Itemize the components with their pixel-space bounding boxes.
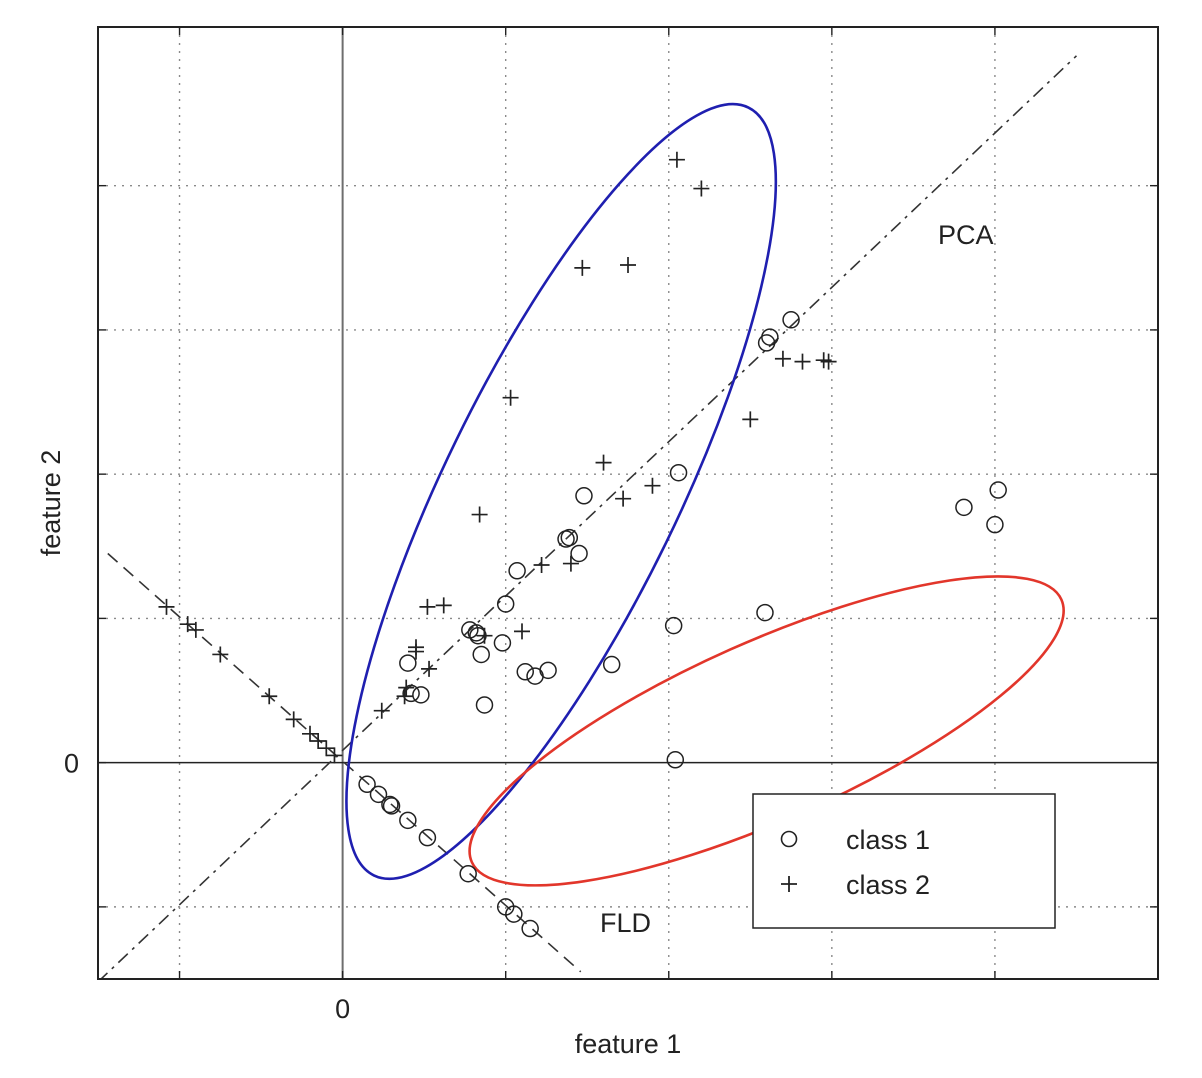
- class-2-point: [396, 688, 413, 705]
- class-2-point: [302, 725, 318, 742]
- class-2-ellipse: [345, 102, 778, 881]
- class-1-point: [472, 645, 490, 664]
- class-2-point: [179, 616, 196, 633]
- class-2-point: [471, 506, 488, 523]
- class-2-point: [421, 660, 438, 677]
- class-1-point: [412, 686, 430, 704]
- class-1-point: [521, 919, 539, 938]
- class-2-point: [419, 598, 436, 615]
- class-1-point: [399, 811, 417, 830]
- class-1-point: [516, 663, 535, 681]
- class-2-point: [574, 259, 591, 276]
- class-1-point: [399, 654, 417, 672]
- class-1-point: [782, 311, 800, 329]
- class-1-point: [496, 595, 515, 613]
- class-1-point: [756, 603, 774, 622]
- class-2-point: [310, 733, 327, 749]
- class-2-point: [620, 257, 636, 273]
- class-2-point: [187, 621, 204, 638]
- fld-label: FLD: [600, 908, 651, 938]
- class-2-point: [285, 711, 302, 728]
- class-2-point: [774, 350, 791, 367]
- class-2-point: [562, 555, 579, 572]
- class-1-point: [575, 487, 593, 505]
- pca-label: PCA: [938, 220, 994, 250]
- x-axis-title: feature 1: [575, 1029, 682, 1059]
- class-1-point: [955, 498, 973, 517]
- class-2-point: [742, 411, 759, 428]
- class-1-point: [666, 751, 685, 769]
- class-1-point: [402, 684, 420, 703]
- class-1-point: [493, 634, 512, 652]
- data-points: [158, 151, 1007, 938]
- class-2-point: [158, 598, 175, 615]
- class-1-point: [369, 785, 388, 804]
- class-2-point: [318, 740, 335, 757]
- class-1-point: [664, 616, 683, 635]
- class-1-point: [570, 544, 588, 563]
- class-1-point: [358, 775, 376, 794]
- tick-labels: 00: [64, 27, 1158, 1024]
- legend-marker-class-1: [780, 830, 798, 848]
- class-2-point: [595, 454, 612, 471]
- class-2-point: [615, 490, 632, 507]
- class-1-point: [986, 515, 1004, 534]
- y-axis-title: feature 2: [36, 450, 66, 557]
- class-2-point: [502, 389, 519, 406]
- legend-box: [752, 793, 1056, 929]
- class-2-point: [668, 151, 685, 168]
- legend-label-class-1: class 1: [846, 825, 930, 855]
- legend-marker-class-2: [781, 876, 797, 892]
- plot-frame: [97, 26, 1159, 980]
- class-1-point: [382, 797, 401, 815]
- class-1-point: [669, 463, 688, 482]
- class-2-point: [261, 688, 278, 705]
- class-1-point: [539, 661, 557, 680]
- class-2-point: [533, 557, 550, 574]
- class-2-point: [435, 597, 452, 614]
- class-2-point: [693, 180, 710, 197]
- fld-projection-line: [107, 552, 582, 973]
- x-tick-label: 0: [335, 994, 350, 1024]
- class-1-point: [989, 481, 1007, 499]
- class-1-point: [381, 795, 399, 814]
- class-1-point: [418, 828, 437, 847]
- reference-lines: [99, 55, 1078, 979]
- class-2-point: [373, 702, 390, 719]
- class-2-point: [820, 353, 837, 370]
- class-2-point: [794, 353, 811, 370]
- class-2-point: [326, 747, 343, 764]
- class-1-point: [505, 905, 523, 923]
- class-1-point: [508, 562, 526, 580]
- class-2-point: [408, 639, 424, 656]
- class-2-point: [644, 477, 661, 494]
- class-2-point: [514, 623, 530, 640]
- class-2-point: [476, 627, 493, 644]
- class-1-point: [761, 328, 779, 346]
- class-1-point: [475, 696, 494, 714]
- pca-projection-line: [99, 55, 1078, 979]
- class-2-point: [398, 679, 415, 696]
- class-1-point: [560, 528, 579, 547]
- class-2-point: [212, 646, 229, 663]
- legend-label-class-2: class 2: [846, 870, 930, 900]
- class-1-point: [459, 864, 477, 883]
- legend: class 1 class 2: [752, 793, 1056, 929]
- class-1-point: [602, 655, 621, 674]
- y-tick-label: 0: [64, 749, 79, 779]
